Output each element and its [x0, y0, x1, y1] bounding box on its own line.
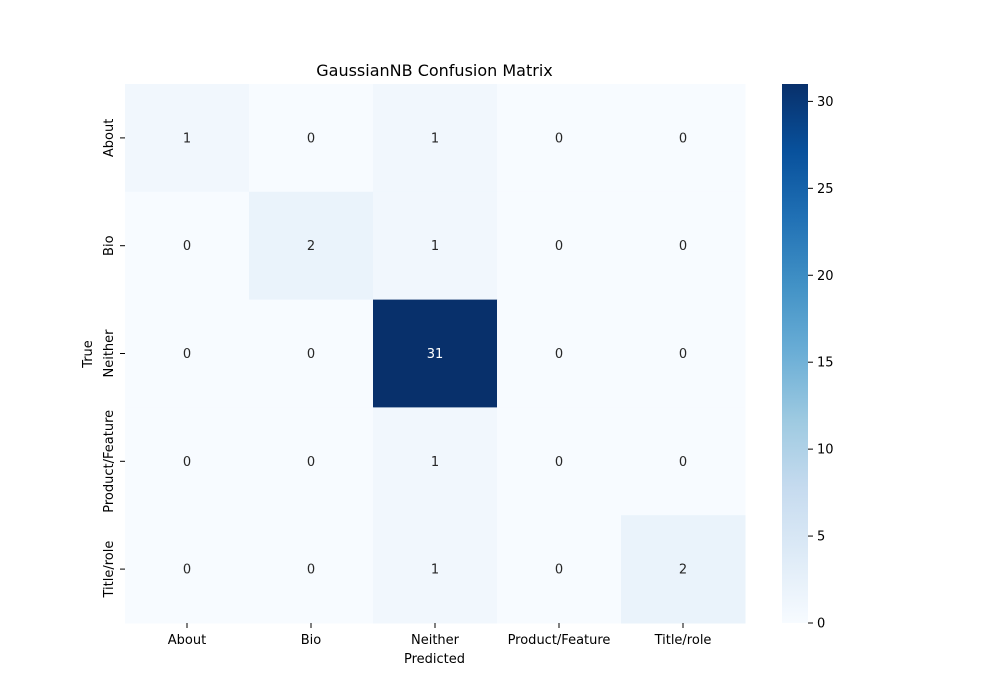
- cell-value-r4-c0: 0: [183, 563, 191, 578]
- heatmap-cell-r0-c0: [125, 84, 250, 193]
- x-tick-label-0: About: [168, 633, 206, 648]
- heatmap-cell-r2-c2: [373, 299, 498, 408]
- y-tick-label-4: Title/role: [102, 541, 117, 599]
- colorbar-tick-label-3: 15: [817, 356, 834, 371]
- cell-value-r1-c4: 0: [679, 239, 687, 254]
- cell-value-r0-c0: 1: [183, 131, 191, 146]
- heatmap-cell-r3-c3: [497, 407, 622, 516]
- heatmap-cell-r1-c3: [497, 191, 622, 301]
- colorbar-tick-label-4: 20: [817, 269, 834, 284]
- cell-value-r3-c0: 0: [183, 455, 191, 470]
- heatmap-cell-r3-c4: [621, 407, 746, 516]
- cell-value-r3-c4: 0: [679, 455, 687, 470]
- heatmap-cell-r1-c2: [373, 191, 498, 301]
- cell-value-r2-c1: 0: [307, 347, 315, 362]
- cell-value-r0-c1: 0: [307, 131, 315, 146]
- cell-value-r0-c2: 1: [431, 131, 439, 146]
- heatmap-cell-labels: 1 0 1 0 0 0 2 1 0 0 0 0 31 0 0 0 0 1 0 0 0 0 1 0 2: [183, 131, 687, 577]
- chart-title: GaussianNB Confusion Matrix: [316, 61, 552, 80]
- cell-value-r2-c4: 0: [679, 347, 687, 362]
- cell-value-r0-c4: 0: [679, 131, 687, 146]
- heatmap-cell-r0-c2: [373, 84, 498, 193]
- cell-value-r4-c2: 1: [431, 563, 439, 578]
- y-tick-label-2: Neither: [102, 329, 117, 378]
- y-tick-label-3: Product/Feature: [102, 410, 117, 513]
- y-tick-label-1: Bio: [102, 235, 117, 256]
- cell-value-r0-c3: 0: [555, 131, 563, 146]
- heatmap-cell-r3-c2: [373, 407, 498, 516]
- cell-value-r4-c3: 0: [555, 563, 563, 578]
- y-axis: About Bio Neither Product/Feature Title/role: [102, 119, 125, 599]
- cell-value-r4-c4: 2: [679, 563, 687, 578]
- heatmap-cell-r4-c0: [125, 515, 250, 624]
- cell-value-r1-c1: 2: [307, 239, 315, 254]
- x-tick-label-1: Bio: [301, 633, 322, 648]
- heatmap-cell-r0-c1: [249, 84, 374, 193]
- heatmap-cell-r4-c4: [621, 515, 746, 624]
- y-axis-label: True: [81, 340, 96, 369]
- heatmap-cell-r2-c1: [249, 299, 374, 408]
- heatmap-cell-r1-c1: [249, 191, 374, 301]
- cell-value-r3-c3: 0: [555, 455, 563, 470]
- heatmap-cell-r2-c0: [125, 299, 250, 408]
- heatmap-cell-r4-c1: [249, 515, 374, 624]
- heatmap-cell-r0-c4: [621, 84, 746, 193]
- heatmap-cell-r2-c4: [621, 299, 746, 408]
- cell-value-r1-c0: 0: [183, 239, 191, 254]
- colorbar-tick-label-0: 0: [817, 617, 825, 632]
- cell-value-r3-c2: 1: [431, 455, 439, 470]
- x-axis: About Bio Neither Product/Feature Title/role: [168, 623, 712, 648]
- heatmap-cell-r2-c3: [497, 299, 622, 408]
- colorbar-ticks: 0 5 10 15 20 25 30: [808, 95, 834, 632]
- heatmap-cell-r3-c0: [125, 407, 250, 516]
- colorbar: [782, 84, 808, 623]
- colorbar-tick-label-2: 10: [817, 443, 834, 458]
- x-tick-label-4: Title/role: [654, 633, 712, 648]
- heatmap-cell-r4-c3: [497, 515, 622, 624]
- colorbar-tick-label-6: 30: [817, 95, 834, 110]
- x-tick-label-2: Neither: [411, 633, 460, 648]
- colorbar-tick-label-5: 25: [817, 182, 834, 197]
- heatmap-cell-r4-c2: [373, 515, 498, 624]
- cell-value-r2-c2: 31: [427, 347, 444, 362]
- colorbar-tick-label-1: 5: [817, 530, 825, 545]
- cell-value-r4-c1: 0: [307, 563, 315, 578]
- cell-value-r3-c1: 0: [307, 455, 315, 470]
- x-tick-label-3: Product/Feature: [508, 633, 611, 648]
- cell-value-r1-c3: 0: [555, 239, 563, 254]
- heatmap-cells: [125, 84, 746, 624]
- x-axis-label: Predicted: [404, 652, 465, 667]
- y-tick-label-0: About: [102, 119, 117, 157]
- heatmap-cell-r3-c1: [249, 407, 374, 516]
- cell-value-r2-c3: 0: [555, 347, 563, 362]
- heatmap-cell-r1-c0: [125, 191, 250, 301]
- heatmap-cell-r1-c4: [621, 191, 746, 301]
- cell-value-r2-c0: 0: [183, 347, 191, 362]
- heatmap-cell-r0-c3: [497, 84, 622, 193]
- cell-value-r1-c2: 1: [431, 239, 439, 254]
